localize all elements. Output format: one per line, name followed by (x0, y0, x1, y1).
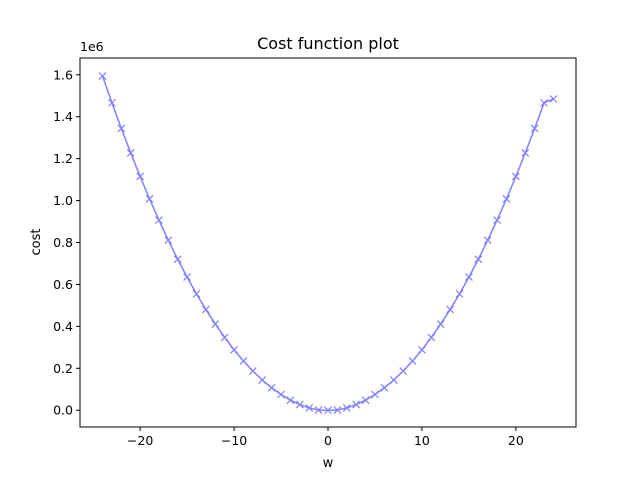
data-point-marker (352, 400, 361, 409)
data-point-marker (361, 396, 370, 405)
chart-title: Cost function plot (257, 34, 399, 53)
data-point-marker (399, 367, 408, 375)
y-tick-label: 1.6 (53, 67, 73, 82)
data-point-marker (464, 273, 473, 282)
data-point-marker (530, 124, 539, 133)
data-point-marker (380, 383, 389, 392)
x-tick-label: −20 (127, 433, 153, 448)
plot-area-frame (79, 57, 577, 428)
data-point-marker (427, 333, 436, 342)
data-point-marker (342, 403, 351, 412)
y-offset-label: 1e6 (80, 39, 104, 54)
data-point-marker (418, 345, 426, 354)
data-point-marker (483, 236, 492, 245)
x-tick-label: 10 (414, 433, 430, 448)
data-point-marker (220, 333, 229, 342)
data-point-marker (126, 149, 135, 157)
series-line (101, 75, 554, 411)
data-point-marker (446, 305, 455, 314)
data-point-marker (230, 345, 238, 354)
y-tick-label: 0.8 (53, 235, 73, 250)
data-point-marker (493, 216, 502, 224)
y-tick-label: 1.2 (53, 151, 73, 166)
data-point-marker (474, 255, 483, 264)
y-tick-label: 0.6 (53, 277, 73, 292)
data-point-marker (267, 383, 276, 392)
data-point-marker (295, 400, 304, 409)
data-point-marker (286, 396, 295, 405)
data-point-marker (164, 236, 173, 245)
data-point-marker (333, 406, 342, 414)
data-point-marker (248, 367, 257, 375)
data-point-marker (108, 98, 116, 107)
data-point-marker (324, 406, 332, 415)
data-point-marker (549, 94, 558, 103)
data-point-marker (145, 194, 154, 203)
data-point-marker (183, 273, 192, 282)
data-point-marker (314, 406, 323, 414)
data-point-marker (192, 289, 201, 298)
x-tick-label: −10 (221, 433, 247, 448)
data-point-marker (371, 390, 379, 399)
data-point-marker (201, 305, 210, 314)
data-point-marker (136, 172, 145, 181)
y-axis-label: cost (29, 229, 44, 256)
data-point-marker (258, 376, 267, 384)
data-point-marker (154, 216, 163, 224)
data-point-marker (305, 403, 314, 412)
data-point-marker (239, 357, 248, 365)
data-point-marker (540, 98, 548, 107)
y-tick-label: 0.2 (53, 361, 73, 376)
x-axis-label: w (323, 456, 334, 471)
data-point-marker (173, 255, 182, 264)
y-tick-label: 1.4 (53, 109, 73, 124)
y-tick-label: 0.0 (53, 403, 73, 418)
data-point-marker (502, 194, 511, 203)
data-point-marker (436, 320, 445, 328)
y-tick-label: 1.0 (53, 193, 73, 208)
data-point-marker (277, 390, 285, 399)
x-tick-label: 20 (508, 433, 524, 448)
data-point-marker (511, 172, 520, 181)
data-point-marker (211, 320, 220, 328)
y-tick-label: 0.4 (53, 319, 73, 334)
data-point-marker (117, 124, 126, 133)
data-point-marker (455, 289, 464, 298)
data-point-marker (389, 376, 398, 384)
data-point-marker (521, 149, 530, 157)
x-tick-label: 0 (324, 433, 332, 448)
data-point-marker (408, 357, 417, 365)
data-point-marker (98, 72, 107, 80)
